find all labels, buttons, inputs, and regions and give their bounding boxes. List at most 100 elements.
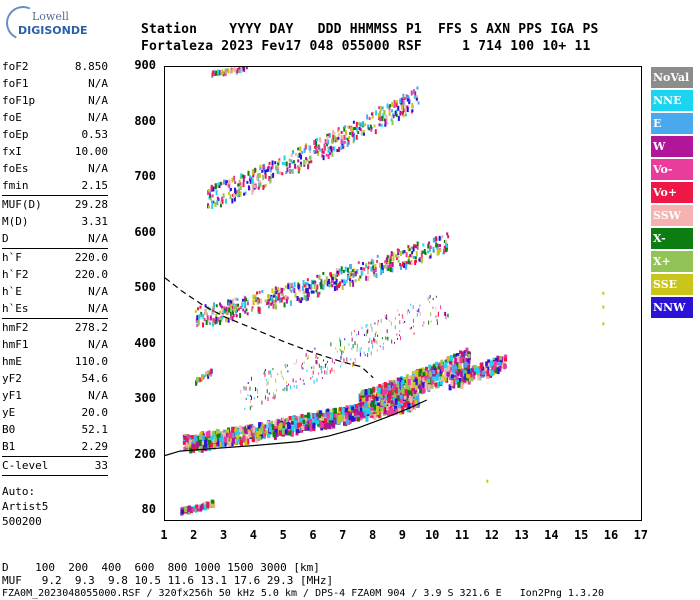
- echo-point: [359, 403, 363, 408]
- echo-point: [411, 109, 414, 113]
- echo-point: [180, 509, 184, 514]
- echo-point: [322, 150, 325, 154]
- echo-point: [286, 364, 288, 367]
- echo-point: [426, 372, 430, 379]
- echo-point: [477, 372, 481, 379]
- echo-point: [219, 319, 222, 325]
- echo-point: [379, 345, 381, 348]
- echo-point: [438, 243, 441, 247]
- echo-point: [428, 248, 431, 252]
- echo-point: [328, 420, 332, 427]
- echo-point: [268, 161, 271, 165]
- echo-point: [241, 298, 244, 302]
- echo-point: [253, 296, 256, 300]
- y-tick-label: 700: [134, 169, 156, 183]
- echo-point: [299, 161, 302, 167]
- echo-point: [372, 344, 374, 349]
- echo-point: [204, 439, 208, 446]
- echo-point: [318, 274, 321, 280]
- echo-point: [311, 375, 313, 378]
- echo-point: [361, 397, 365, 402]
- echo-point: [220, 72, 223, 76]
- param-value: 10.00: [74, 145, 108, 158]
- echo-point: [275, 424, 279, 431]
- echo-point: [202, 322, 205, 328]
- echo-point: [231, 68, 234, 72]
- echo-point: [362, 121, 365, 127]
- echo-point: [354, 409, 358, 416]
- echo-point: [281, 161, 284, 165]
- echo-point: [300, 297, 303, 303]
- echo-point: [234, 431, 238, 438]
- echo-point: [301, 150, 304, 154]
- echo-point: [411, 370, 415, 377]
- echo-point: [492, 366, 496, 371]
- echo-point: [393, 99, 396, 105]
- echo-point: [242, 308, 245, 312]
- echo-point: [349, 275, 352, 279]
- echo-point: [329, 281, 332, 287]
- legend-entry: X+: [651, 251, 693, 272]
- echo-point: [419, 304, 421, 307]
- echo-point: [382, 346, 384, 351]
- echo-point: [335, 412, 339, 419]
- echo-point: [207, 434, 211, 441]
- echo-point: [294, 292, 297, 298]
- echo-point: [411, 251, 414, 255]
- echo-point: [402, 93, 405, 99]
- echo-point: [326, 136, 329, 140]
- echo-point: [500, 364, 504, 369]
- echo-point: [287, 370, 289, 373]
- echo-point: [217, 182, 220, 186]
- echo-point: [191, 507, 195, 512]
- echo-point: [370, 406, 374, 411]
- echo-point: [380, 272, 383, 276]
- echo-point: [233, 196, 236, 202]
- param-label: B1: [2, 440, 16, 453]
- echo-point: [264, 395, 266, 400]
- echo-point: [216, 200, 219, 206]
- param-label: foF1: [2, 77, 29, 90]
- echo-point: [395, 113, 398, 117]
- echo-point: [211, 200, 214, 204]
- param-value: N/A: [88, 111, 108, 124]
- param-label: fxI: [2, 145, 22, 158]
- echo-point: [405, 374, 409, 379]
- echo-point: [359, 123, 362, 127]
- echo-point: [382, 113, 385, 119]
- echo-point: [351, 269, 354, 273]
- echo-point: [387, 384, 391, 391]
- echo-point: [359, 400, 363, 407]
- echo-point: [427, 296, 429, 301]
- echo-point: [359, 407, 363, 412]
- echo-point: [231, 316, 234, 322]
- echo-point: [373, 337, 375, 342]
- echo-point: [340, 271, 343, 275]
- echo-point: [410, 326, 412, 329]
- echo-point: [286, 381, 288, 384]
- echo-point: [273, 392, 275, 397]
- echo-point: [314, 282, 317, 286]
- echo-point: [322, 155, 325, 161]
- echo-point: [459, 357, 463, 364]
- echo-point: [301, 423, 305, 428]
- echo-point: [387, 336, 389, 341]
- echo-point: [362, 129, 365, 133]
- echo-point: [461, 351, 465, 358]
- echo-point: [407, 309, 409, 312]
- echo-point: [210, 371, 213, 377]
- echo-point: [247, 394, 249, 397]
- echo-point: [306, 282, 309, 286]
- param-value: 220.0: [74, 268, 108, 281]
- echo-point: [212, 437, 216, 444]
- echo-point: [372, 265, 375, 271]
- echo-point: [400, 381, 404, 388]
- echo-point: [215, 190, 218, 196]
- echo-point: [353, 268, 356, 274]
- echo-point: [290, 159, 293, 163]
- echo-point: [323, 418, 327, 425]
- echo-point: [316, 412, 320, 417]
- echo-point: [187, 443, 191, 450]
- echo-point: [444, 247, 447, 253]
- echo-point: [377, 387, 381, 394]
